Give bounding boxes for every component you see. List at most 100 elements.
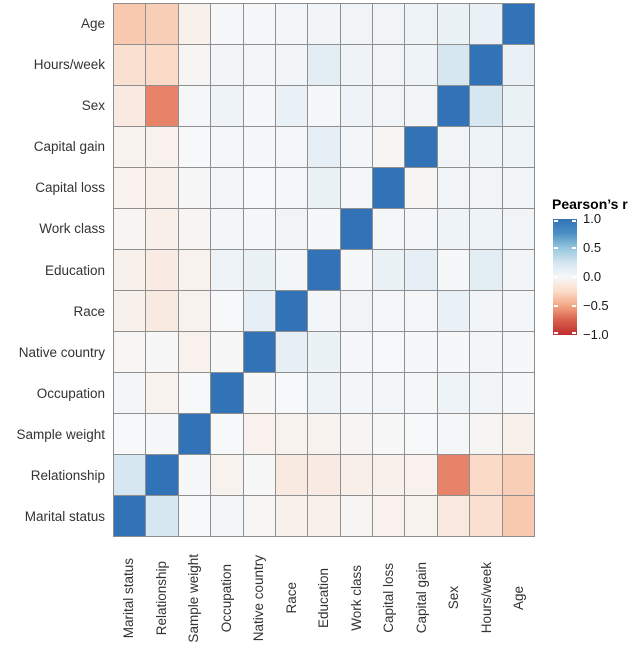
- heatmap-cell: [340, 250, 373, 290]
- heatmap-cell: [243, 127, 275, 167]
- heatmap-cell: [308, 496, 340, 536]
- heatmap-cell: [146, 291, 178, 331]
- heatmap-cell: [405, 209, 437, 249]
- heatmap-cell: [114, 496, 146, 536]
- heatmap-cell: [437, 168, 470, 208]
- heatmap-cell: [373, 414, 405, 454]
- heatmap-cell: [502, 45, 534, 85]
- heatmap-cell: [405, 291, 437, 331]
- y-axis-labels: Age Hours/week Sex Capital gain Capital loss…: [0, 3, 105, 537]
- heatmap-cell: [114, 332, 146, 372]
- heatmap-cell: [275, 168, 308, 208]
- heatmap-cell: [211, 291, 243, 331]
- heatmap-cell: [243, 45, 275, 85]
- heatmap-cell: [275, 414, 308, 454]
- heatmap-cell: [211, 86, 243, 126]
- heatmap-cell: [308, 86, 340, 126]
- heatmap-cell: [275, 291, 308, 331]
- heatmap-cell: [114, 291, 146, 331]
- heatmap-cell: [340, 4, 373, 44]
- y-axis-label: Age: [80, 16, 105, 32]
- heatmap-cell: [470, 455, 502, 495]
- heatmap-cell: [211, 4, 243, 44]
- heatmap-cell: [502, 209, 534, 249]
- heatmap-cell: [146, 496, 178, 536]
- heatmap-cell: [373, 127, 405, 167]
- heatmap-cell: [275, 373, 308, 413]
- legend-tick-label: 0.5: [583, 240, 602, 255]
- heatmap-cell: [308, 414, 340, 454]
- heatmap-cell: [437, 4, 470, 44]
- legend-tick-label: −0.5: [583, 298, 609, 313]
- heatmap-cell: [146, 127, 178, 167]
- colorbar-tick-mark: [572, 247, 576, 249]
- x-axis-label: Capital gain: [413, 562, 429, 634]
- x-axis-label-cell: Sample weight: [178, 543, 210, 653]
- x-axis-label-cell: Capital loss: [373, 543, 405, 653]
- heatmap-cell: [373, 168, 405, 208]
- heatmap-cell: [405, 168, 437, 208]
- x-axis-label: Work class: [348, 565, 364, 631]
- heatmap-cell: [373, 45, 405, 85]
- heatmap-cell: [146, 209, 178, 249]
- heatmap-cell: [275, 86, 308, 126]
- heatmap-cell: [437, 45, 470, 85]
- x-axis-label-cell: Sex: [438, 543, 470, 653]
- heatmap-cell: [243, 4, 275, 44]
- heatmap-cell: [275, 209, 308, 249]
- legend-tick-label: 1.0: [583, 211, 602, 226]
- heatmap-cell: [308, 250, 340, 290]
- heatmap-cell: [437, 250, 470, 290]
- heatmap-cell: [211, 209, 243, 249]
- heatmap-cell: [405, 455, 437, 495]
- heatmap-cell: [275, 332, 308, 372]
- heatmap-cell: [340, 373, 373, 413]
- heatmap-cell: [146, 86, 178, 126]
- heatmap-cell: [178, 496, 211, 536]
- heatmap-cell: [114, 127, 146, 167]
- heatmap-cell: [373, 4, 405, 44]
- x-axis-label: Native country: [251, 554, 267, 642]
- heatmap-cell: [114, 250, 146, 290]
- heatmap-cell: [373, 209, 405, 249]
- heatmap-cell: [502, 496, 534, 536]
- heatmap-cell: [243, 86, 275, 126]
- heatmap-cell: [308, 455, 340, 495]
- heatmap-cell: [308, 45, 340, 85]
- x-axis-label: Relationship: [153, 560, 169, 636]
- heatmap-cell: [340, 45, 373, 85]
- heatmap-cell: [211, 127, 243, 167]
- heatmap-cell: [470, 332, 502, 372]
- colorbar-tick-mark: [572, 305, 576, 307]
- heatmap-cell: [502, 168, 534, 208]
- heatmap-cell: [405, 250, 437, 290]
- heatmap-cell: [308, 332, 340, 372]
- heatmap-cell: [146, 414, 178, 454]
- heatmap-cell: [243, 168, 275, 208]
- y-axis-label: Education: [44, 262, 105, 278]
- heatmap-cell: [211, 45, 243, 85]
- y-axis-label: Race: [73, 303, 105, 319]
- heatmap-cell: [405, 4, 437, 44]
- heatmap-cell: [178, 86, 211, 126]
- legend-tick-label: 0.0: [583, 269, 602, 284]
- heatmap-cell: [243, 250, 275, 290]
- heatmap-cell: [340, 86, 373, 126]
- legend-title: Pearson’s r: [552, 196, 628, 212]
- heatmap-cell: [146, 332, 178, 372]
- heatmap-cell: [437, 209, 470, 249]
- heatmap-cell: [114, 86, 146, 126]
- heatmap-cell: [502, 414, 534, 454]
- heatmap-cell: [502, 291, 534, 331]
- heatmap-cell: [373, 373, 405, 413]
- heatmap-cell: [114, 373, 146, 413]
- heatmap-cell: [437, 127, 470, 167]
- heatmap-cell: [211, 496, 243, 536]
- colorbar-tick-mark: [572, 220, 576, 222]
- heatmap-cell: [470, 291, 502, 331]
- heatmap-cell: [178, 291, 211, 331]
- heatmap-cell: [340, 291, 373, 331]
- heatmap-cell: [275, 250, 308, 290]
- heatmap-cell: [405, 496, 437, 536]
- heatmap-cell: [470, 127, 502, 167]
